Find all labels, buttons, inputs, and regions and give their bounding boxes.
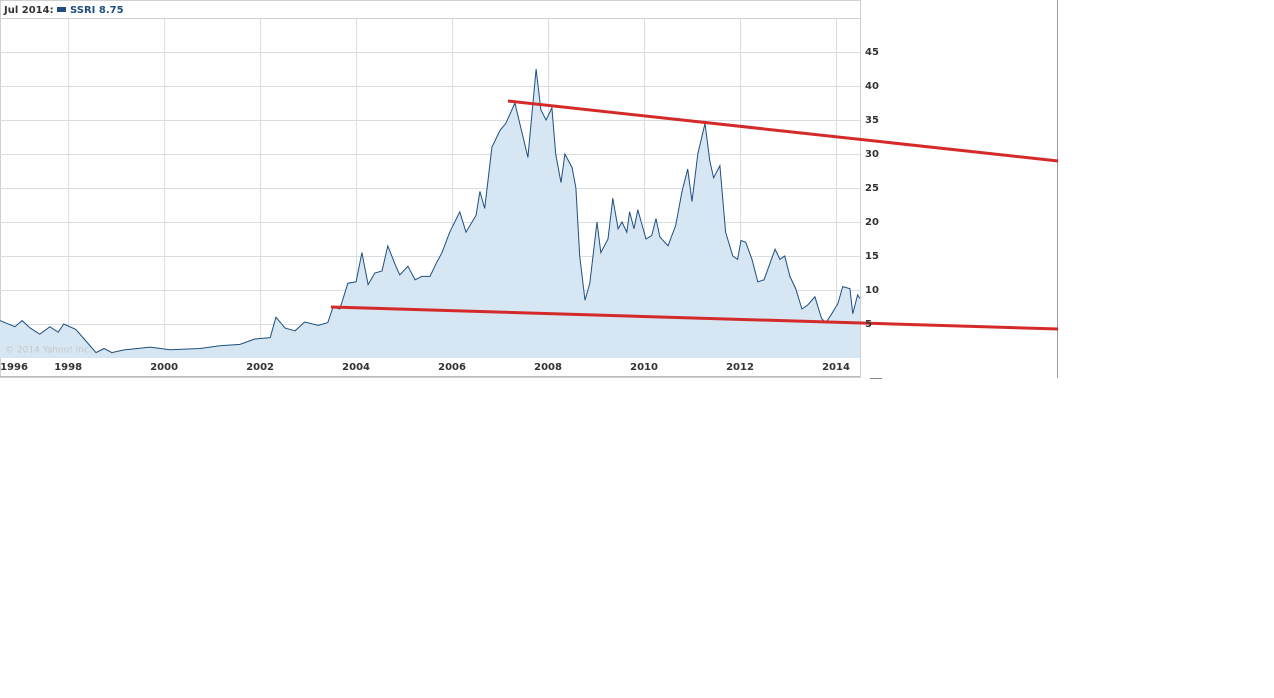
y-tick-label: 25: [865, 183, 879, 194]
area-fill: [0, 69, 860, 358]
copyright: © 2014 Yahoo! Inc.: [5, 346, 92, 356]
x-tick-label: 1996: [0, 362, 28, 373]
y-tick-label: 15: [865, 251, 879, 262]
price-line: [0, 68, 861, 354]
y-tick-label: 35: [865, 115, 879, 126]
y-tick-label: 10: [865, 285, 879, 296]
x-tick-label: 2008: [534, 362, 562, 373]
x-tick-label: 1998: [54, 362, 82, 373]
y-tick-label: 5: [865, 319, 872, 330]
date-label: Jul 2014:: [3, 5, 54, 16]
legend-value: 8.75: [99, 5, 124, 16]
plot-area: [0, 18, 861, 358]
x-tick-label: 2004: [342, 362, 370, 373]
x-tick-label: 2014: [822, 362, 850, 373]
x-tick-label: 2006: [438, 362, 466, 373]
x-tick-label: 2012: [726, 362, 754, 373]
y-tick-label: 20: [865, 217, 879, 228]
y-tick-label: 40: [865, 81, 879, 92]
x-tick-label: 2000: [150, 362, 178, 373]
x-tick-label: 2002: [246, 362, 274, 373]
trend-line-upper: [507, 99, 1059, 163]
y-tick-label: 45: [865, 47, 879, 58]
x-tick-label: 2010: [630, 362, 658, 373]
legend-name: SSRI: [70, 5, 95, 16]
trend-line-lower: [330, 305, 1059, 331]
legend-swatch: [57, 7, 66, 12]
legend-label: SSRI 8.75: [70, 5, 124, 16]
y-tick-label: 30: [865, 149, 879, 160]
